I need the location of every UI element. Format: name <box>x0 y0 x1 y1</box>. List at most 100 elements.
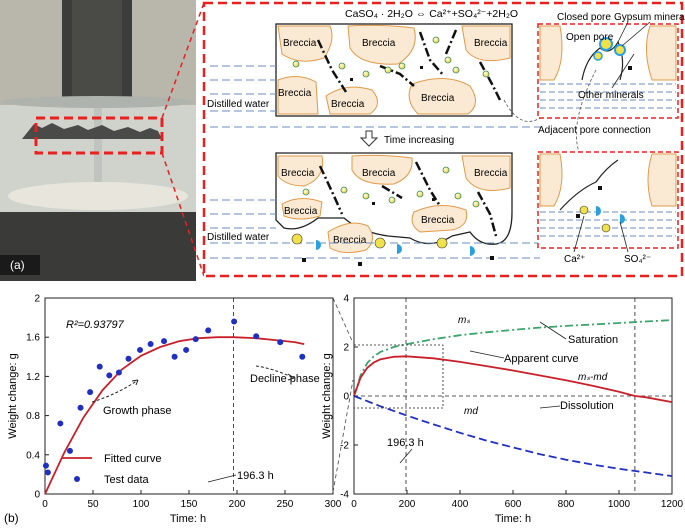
decline-phase-label: Decline phase <box>250 373 320 385</box>
photo-highlight-box <box>34 116 164 155</box>
x-tick-label: 600 <box>505 499 522 510</box>
saturation-label: Saturation <box>568 334 618 346</box>
x-tick-label: 400 <box>452 499 469 510</box>
test-data-point <box>44 469 51 476</box>
breccia-label: Breccia <box>474 168 508 179</box>
x-tick-label: 1200 <box>661 499 684 510</box>
breccia-label: Breccia <box>281 168 315 179</box>
ion-cluster <box>292 36 490 208</box>
test-data-point <box>125 355 132 362</box>
water-lines-top <box>210 65 540 128</box>
breccia-label: Breccia <box>362 38 396 49</box>
y-tick-label: 4 <box>343 294 349 305</box>
test-data-point <box>42 462 49 469</box>
zoom-box <box>353 344 444 409</box>
test-data-point <box>87 389 94 396</box>
water-lines-bottom <box>210 199 540 259</box>
legend-test-label: Test data <box>104 474 150 486</box>
breccia-grain <box>277 24 511 115</box>
y-tick-label: 1.2 <box>26 372 40 383</box>
fitted-curve-line <box>44 336 305 495</box>
breccia-label: Breccia <box>362 168 396 179</box>
zoom-connector <box>332 379 354 493</box>
y-tick-label: 2 <box>343 343 349 354</box>
right-y-axis-label: Weight change: g <box>321 353 333 438</box>
test-data-point <box>161 338 168 345</box>
test-data-point <box>192 336 199 343</box>
dissolution-equation: CaSO₄ · 2H₂O ⇔ Ca²⁺+SO₄²⁻+2H₂O <box>345 8 518 20</box>
x-tick-label: 0 <box>42 499 48 510</box>
y-tick-label: 0.4 <box>26 450 40 461</box>
dissolution-label: Dissolution <box>560 400 614 412</box>
breccia-label: Breccia <box>474 38 508 49</box>
y-tick-label: 0.8 <box>26 411 40 422</box>
x-tick-label: 0 <box>351 499 357 510</box>
y-tick-label: -4 <box>340 490 349 501</box>
test-data-point <box>137 346 144 353</box>
apparent-curve-label: Apparent curve <box>504 353 579 365</box>
test-data-point <box>299 353 306 360</box>
peak-time-label: 196.3 h <box>237 470 274 482</box>
ms-md-label: mₛ-md <box>578 372 608 383</box>
right-plot-frame <box>353 297 673 495</box>
test-data-point <box>171 353 178 360</box>
test-data-point <box>231 318 238 325</box>
breccia-label: Breccia <box>278 88 312 99</box>
y-tick-label: -2 <box>340 441 349 452</box>
adjacent-pore-connection-label: Adjacent pore connection <box>538 125 651 136</box>
schematic-panel: CaSO₄ · 2H₂O ⇔ Ca²⁺+SO₄²⁻+2H₂O Breccia B… <box>202 1 685 278</box>
y-tick-label: 2 <box>34 294 40 305</box>
time-increasing-label: Time increasing <box>384 135 454 146</box>
zoom-line-bottom <box>161 152 205 277</box>
test-data-point <box>77 404 84 411</box>
left-y-axis-label: Weight change: g <box>7 353 19 438</box>
test-data-point <box>277 339 284 346</box>
left-x-axis-label: Time: h <box>170 513 206 525</box>
breccia-label: Breccia <box>284 206 318 217</box>
saturation-line <box>353 319 673 397</box>
released-ions <box>291 233 494 266</box>
breccia-label: Breccia <box>333 235 367 246</box>
so4-ion-label: SO₄²⁻ <box>624 254 651 265</box>
pore-network-top <box>316 29 502 101</box>
breccia-label: Breccia <box>421 93 455 104</box>
apparent-curve-line <box>353 355 673 403</box>
test-data-point <box>183 346 190 353</box>
x-tick-label: 200 <box>399 499 416 510</box>
breccia-label: Breccia <box>421 215 455 226</box>
x-tick-label: 800 <box>558 499 575 510</box>
x-tick-label: 250 <box>277 499 294 510</box>
test-data-point <box>96 363 103 370</box>
test-data-point <box>115 369 122 376</box>
x-tick-label: 150 <box>181 499 198 510</box>
md-label: md <box>464 406 478 417</box>
ca-ion-label: Ca²⁺ <box>564 254 585 265</box>
zoom-connector <box>332 297 354 344</box>
breccia-label: Breccia <box>331 99 365 110</box>
y-tick-label: 1.6 <box>26 333 40 344</box>
test-data-point <box>147 341 154 348</box>
y-tick-label: 0 <box>343 392 349 403</box>
distilled-water-label: Distilled water <box>207 232 270 243</box>
test-data-point <box>205 327 212 334</box>
panel-a-label: (a) <box>10 258 25 272</box>
breccia-grain <box>277 154 511 254</box>
chart-right: 0 200 400 600 800 1000 1200 -4 -2 0 2 4 Time: h Wei… <box>321 294 684 526</box>
x-tick-label: 1000 <box>608 499 631 510</box>
x-tick-label: 100 <box>133 499 150 510</box>
time-arrow-icon <box>359 130 379 147</box>
test-data-point <box>106 372 113 379</box>
test-data-point <box>66 447 73 454</box>
y-tick-label: 0 <box>34 490 40 501</box>
x-tick-label: 300 <box>325 499 342 510</box>
distilled-water-label: Distilled water <box>207 99 270 110</box>
x-tick-label: 200 <box>229 499 246 510</box>
gypsum-mineral-label: Gypsum mineral <box>614 12 685 23</box>
panel-b-label: (b) <box>4 511 19 525</box>
chart-left: 0 50 100 150 200 250 300 0 0.4 0.8 1.2 1.6 2 Time: h… <box>7 294 342 526</box>
legend-test-swatch <box>74 476 80 482</box>
closed-pore-label: Closed pore <box>557 12 611 23</box>
x-tick-label: 50 <box>87 499 99 510</box>
beaker-photo: (a) <box>0 0 196 281</box>
